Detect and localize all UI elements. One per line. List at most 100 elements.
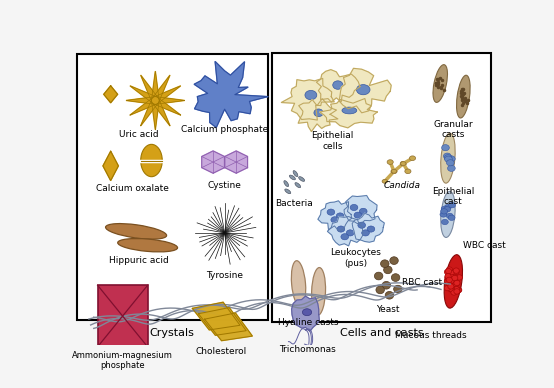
Ellipse shape [454, 289, 460, 294]
Ellipse shape [394, 285, 402, 293]
Ellipse shape [354, 212, 362, 218]
Ellipse shape [284, 181, 289, 187]
Ellipse shape [449, 203, 455, 208]
Ellipse shape [381, 260, 389, 268]
Ellipse shape [382, 281, 391, 289]
Ellipse shape [449, 287, 455, 293]
Text: WBC cast: WBC cast [463, 241, 506, 249]
Polygon shape [344, 196, 377, 223]
Ellipse shape [440, 212, 447, 217]
Polygon shape [204, 313, 253, 341]
Polygon shape [198, 308, 246, 335]
Text: Hyaline casts: Hyaline casts [278, 319, 338, 327]
Polygon shape [141, 75, 170, 126]
Ellipse shape [362, 230, 370, 236]
Text: Cystine: Cystine [208, 180, 242, 190]
Ellipse shape [448, 270, 454, 276]
Ellipse shape [401, 162, 406, 166]
Ellipse shape [447, 267, 453, 272]
Ellipse shape [449, 278, 455, 284]
Ellipse shape [453, 268, 459, 273]
Text: Leukocytes
(pus): Leukocytes (pus) [330, 248, 381, 268]
Ellipse shape [336, 213, 344, 219]
Ellipse shape [445, 274, 451, 279]
Ellipse shape [342, 107, 357, 114]
Ellipse shape [442, 145, 449, 151]
Ellipse shape [433, 65, 448, 102]
Ellipse shape [311, 268, 326, 315]
Ellipse shape [367, 226, 375, 232]
Ellipse shape [446, 282, 452, 288]
Ellipse shape [448, 165, 455, 171]
Text: Yeast: Yeast [376, 305, 399, 314]
Polygon shape [192, 302, 240, 330]
Ellipse shape [456, 288, 462, 293]
Ellipse shape [333, 81, 343, 89]
Polygon shape [320, 99, 377, 128]
FancyBboxPatch shape [77, 54, 268, 320]
Text: Bacteria: Bacteria [275, 199, 313, 208]
Text: Crystals: Crystals [150, 327, 194, 338]
Ellipse shape [448, 284, 454, 289]
Ellipse shape [453, 287, 460, 292]
Ellipse shape [356, 85, 370, 95]
FancyBboxPatch shape [273, 53, 491, 322]
Ellipse shape [106, 223, 167, 239]
Ellipse shape [302, 309, 312, 316]
Ellipse shape [453, 269, 459, 274]
Text: Epithelial
cells: Epithelial cells [311, 131, 353, 151]
Ellipse shape [360, 208, 367, 215]
Ellipse shape [441, 191, 455, 237]
Ellipse shape [445, 156, 452, 162]
Ellipse shape [448, 156, 455, 162]
Polygon shape [126, 97, 184, 104]
Ellipse shape [405, 169, 411, 173]
Ellipse shape [447, 160, 454, 166]
Polygon shape [103, 151, 119, 180]
Ellipse shape [409, 156, 416, 161]
Ellipse shape [445, 268, 452, 274]
Ellipse shape [445, 274, 451, 280]
Ellipse shape [444, 286, 450, 291]
Ellipse shape [383, 266, 392, 274]
Bar [98, 285, 147, 347]
Ellipse shape [456, 275, 463, 280]
Ellipse shape [444, 204, 452, 210]
Ellipse shape [440, 133, 455, 183]
Ellipse shape [448, 274, 454, 280]
Ellipse shape [346, 230, 354, 236]
Ellipse shape [358, 222, 366, 228]
Ellipse shape [444, 207, 450, 212]
Ellipse shape [445, 275, 451, 281]
Ellipse shape [295, 183, 301, 188]
Ellipse shape [350, 204, 358, 211]
Ellipse shape [400, 161, 406, 166]
Polygon shape [327, 217, 363, 246]
Ellipse shape [387, 160, 393, 165]
Polygon shape [225, 151, 248, 173]
Text: Uric acid: Uric acid [119, 130, 158, 139]
Polygon shape [130, 86, 181, 115]
Ellipse shape [391, 169, 397, 173]
Ellipse shape [341, 234, 348, 240]
Text: Trichomonas: Trichomonas [279, 345, 336, 354]
Polygon shape [352, 213, 384, 242]
Ellipse shape [337, 226, 345, 232]
Text: Epithelial
cast: Epithelial cast [432, 187, 475, 206]
Polygon shape [194, 61, 268, 128]
Text: RBC cast: RBC cast [402, 277, 443, 287]
Ellipse shape [299, 177, 305, 181]
Ellipse shape [443, 153, 451, 159]
Text: Calcium phosphate: Calcium phosphate [181, 125, 268, 134]
Polygon shape [151, 71, 159, 130]
Ellipse shape [444, 279, 450, 284]
Ellipse shape [448, 215, 455, 220]
Ellipse shape [442, 219, 448, 225]
Ellipse shape [314, 109, 323, 116]
Polygon shape [202, 151, 224, 173]
Text: Mucous threads: Mucous threads [395, 331, 467, 340]
Ellipse shape [291, 261, 306, 307]
Ellipse shape [305, 90, 317, 100]
Ellipse shape [446, 277, 452, 282]
Polygon shape [141, 75, 170, 126]
